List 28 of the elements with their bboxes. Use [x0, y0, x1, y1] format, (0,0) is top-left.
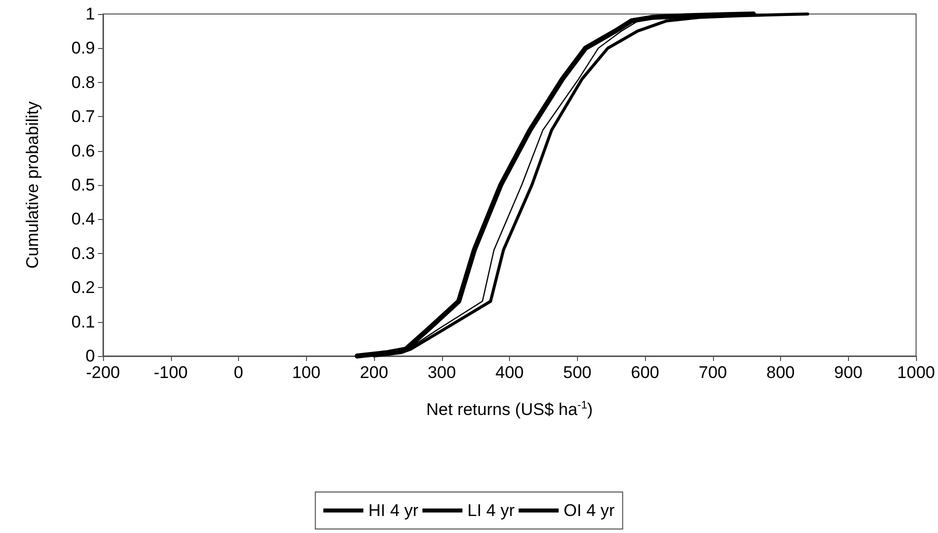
- x-tick-label: 100: [292, 363, 320, 382]
- y-tick-label: 0.2: [71, 278, 95, 298]
- x-tick-label: -200: [86, 363, 120, 382]
- x-tick-label: 500: [563, 363, 592, 382]
- x-tick-label: -100: [154, 363, 188, 382]
- x-tick-label: 300: [428, 363, 456, 382]
- x-tick-label: 0: [234, 363, 244, 382]
- x-tick-label: 200: [360, 363, 388, 382]
- x-tick-label: 400: [495, 363, 524, 382]
- y-tick-label: 0.4: [71, 210, 95, 229]
- y-tick-label: 0.1: [71, 312, 95, 332]
- y-tick-label: 0: [86, 346, 95, 366]
- x-tick-label: 600: [630, 363, 660, 382]
- x-tick-label: 1000: [897, 363, 936, 382]
- y-tick-label: 0.5: [71, 176, 95, 194]
- x-tick-label: 700: [698, 363, 728, 382]
- legend-label: HI 4 yr: [368, 501, 419, 520]
- y-tick-label: 0.8: [71, 72, 95, 92]
- y-axis-title: Cumulative probability: [23, 100, 42, 269]
- y-tick-label: 1: [86, 4, 95, 24]
- x-tick-label: 800: [766, 363, 795, 382]
- legend-label: OI 4 yr: [564, 501, 615, 520]
- y-tick-label: 0.3: [71, 244, 95, 263]
- x-tick-label: 900: [834, 363, 863, 382]
- y-tick-label: 0.7: [71, 107, 95, 126]
- y-tick-label: 0.6: [71, 141, 95, 160]
- legend-label: LI 4 yr: [467, 501, 515, 520]
- y-tick-label: 0.9: [71, 38, 95, 58]
